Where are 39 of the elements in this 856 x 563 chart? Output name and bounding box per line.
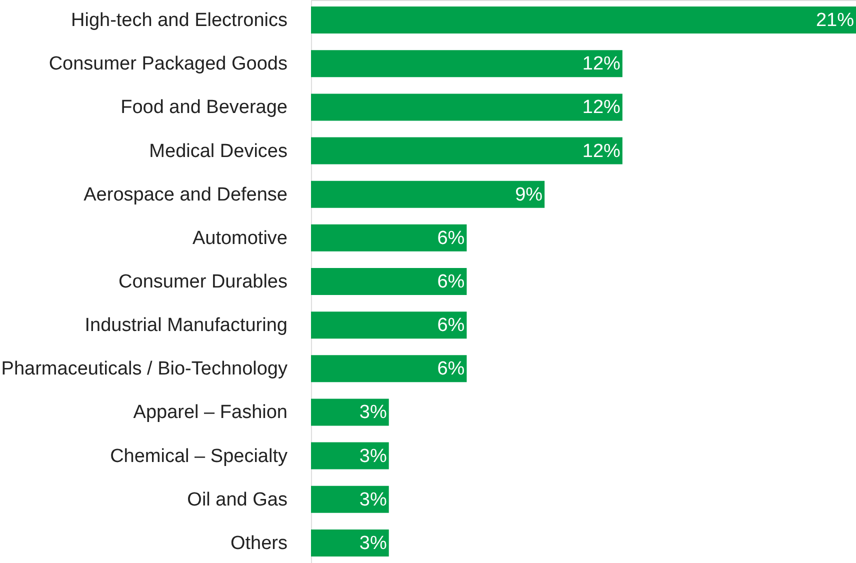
y-tick-label: Aerospace and Defense	[84, 184, 288, 206]
y-tick-label: High-tech and Electronics	[71, 10, 288, 32]
bar	[311, 355, 467, 382]
bar	[311, 137, 622, 164]
bar	[311, 224, 467, 252]
y-tick-label: Food and Beverage	[120, 97, 288, 118]
y-tick-label: Others	[230, 532, 288, 554]
y-tick-label: Pharmaceuticals / Bio-Technology	[1, 358, 288, 380]
bar	[311, 94, 622, 121]
bar	[311, 442, 389, 470]
data-label: 3%	[359, 402, 387, 424]
data-label: 6%	[437, 315, 465, 336]
y-tick-label: Medical Devices	[149, 140, 288, 162]
data-label: 12%	[582, 97, 621, 118]
bar	[311, 529, 389, 556]
data-label: 6%	[437, 272, 465, 292]
bar	[311, 180, 545, 208]
bar	[311, 486, 389, 513]
y-tick-label: Consumer Packaged Goods	[48, 54, 288, 75]
data-label: 12%	[582, 54, 621, 75]
data-label: 3%	[359, 446, 387, 467]
data-label: 12%	[582, 140, 621, 162]
y-tick-label: Apparel – Fashion	[133, 402, 288, 424]
data-label: 3%	[359, 489, 387, 510]
y-tick-label: Oil and Gas	[187, 489, 288, 510]
y-tick-label: Industrial Manufacturing	[84, 315, 288, 336]
data-label: 6%	[437, 228, 465, 249]
bar	[311, 268, 467, 296]
data-label: 6%	[437, 358, 465, 380]
y-tick-label: Automotive	[192, 228, 288, 249]
data-label: 9%	[515, 184, 543, 206]
bar	[311, 6, 856, 34]
data-label: 3%	[359, 532, 387, 554]
bar	[311, 398, 389, 426]
y-tick-label: Consumer Durables	[118, 272, 288, 292]
bar	[311, 50, 622, 78]
bar	[311, 312, 467, 339]
data-label: 21%	[816, 10, 854, 32]
y-tick-label: Chemical – Specialty	[110, 446, 288, 467]
